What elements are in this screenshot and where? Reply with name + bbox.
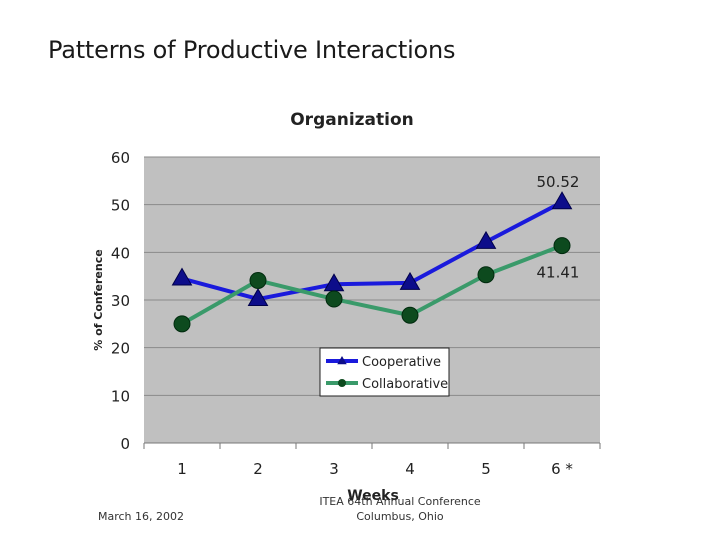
collaborative-point-6 (553, 237, 571, 255)
y-tick-label-0: 0 (120, 435, 130, 453)
cooperative-point-1 (171, 267, 193, 286)
footer-date: March 16, 2002 (98, 510, 185, 523)
collaborative-point-5 (477, 266, 495, 284)
footer-conference-name: ITEA 64th Annual Conference (319, 495, 481, 508)
y-tick-label-30: 30 (111, 292, 130, 310)
data-annotations: 50.52 41.41 (537, 173, 580, 281)
y-tick-label-40: 40 (111, 244, 130, 262)
y-tick-label-20: 20 (111, 340, 130, 358)
legend-entry-cooperative: Cooperative (326, 355, 441, 370)
legend-marker-collaborative (338, 379, 346, 387)
annotation-collaborative: 41.41 (537, 264, 580, 282)
x-tick-label-6: 6 * (551, 460, 573, 478)
x-axis-ticks: 1 2 3 4 5 6 * (143, 442, 601, 478)
y-tick-label-10: 10 (111, 387, 130, 405)
annotation-cooperative: 50.52 (537, 173, 580, 191)
x-axis-label: Weeks (347, 488, 399, 504)
footer-conference-location: Columbus, Ohio (356, 510, 444, 523)
y-axis-label: % of Conference (92, 249, 105, 350)
y-tick-label-60: 60 (111, 149, 130, 167)
collaborative-point-1 (173, 315, 191, 333)
collaborative-point-2 (249, 271, 267, 289)
legend-box (319, 347, 450, 397)
x-tick-label-1: 1 (177, 460, 187, 478)
legend-marker-cooperative (337, 356, 347, 365)
series-cooperative (171, 191, 573, 307)
y-axis-ticks: 0 10 20 30 40 50 60 (111, 149, 130, 453)
series-collaborative (173, 237, 571, 333)
cooperative-point-4 (399, 271, 421, 290)
legend: Cooperative Collaborative (319, 347, 450, 397)
collaborative-point-3 (325, 290, 343, 308)
cooperative-point-2 (247, 288, 269, 307)
footer-conference: ITEA 64th Annual Conference Columbus, Oh… (310, 494, 490, 524)
chart-title: Organization (290, 110, 414, 130)
y-tick-label-50: 50 (111, 197, 130, 215)
x-tick-label-5: 5 (481, 460, 491, 478)
x-tick-label-4: 4 (405, 460, 415, 478)
cooperative-point-6 (551, 191, 573, 210)
collaborative-line (181, 243, 563, 326)
legend-label-cooperative: Cooperative (362, 355, 441, 370)
slide-title: Patterns of Productive Interactions (48, 36, 456, 64)
legend-entry-collaborative: Collaborative (326, 377, 448, 392)
x-tick-label-2: 2 (253, 460, 263, 478)
cooperative-line (181, 200, 563, 302)
x-tick-label-3: 3 (329, 460, 339, 478)
series-layer (171, 191, 573, 333)
legend-label-collaborative: Collaborative (362, 377, 448, 392)
cooperative-point-5 (475, 230, 497, 249)
collaborative-point-4 (401, 306, 419, 324)
